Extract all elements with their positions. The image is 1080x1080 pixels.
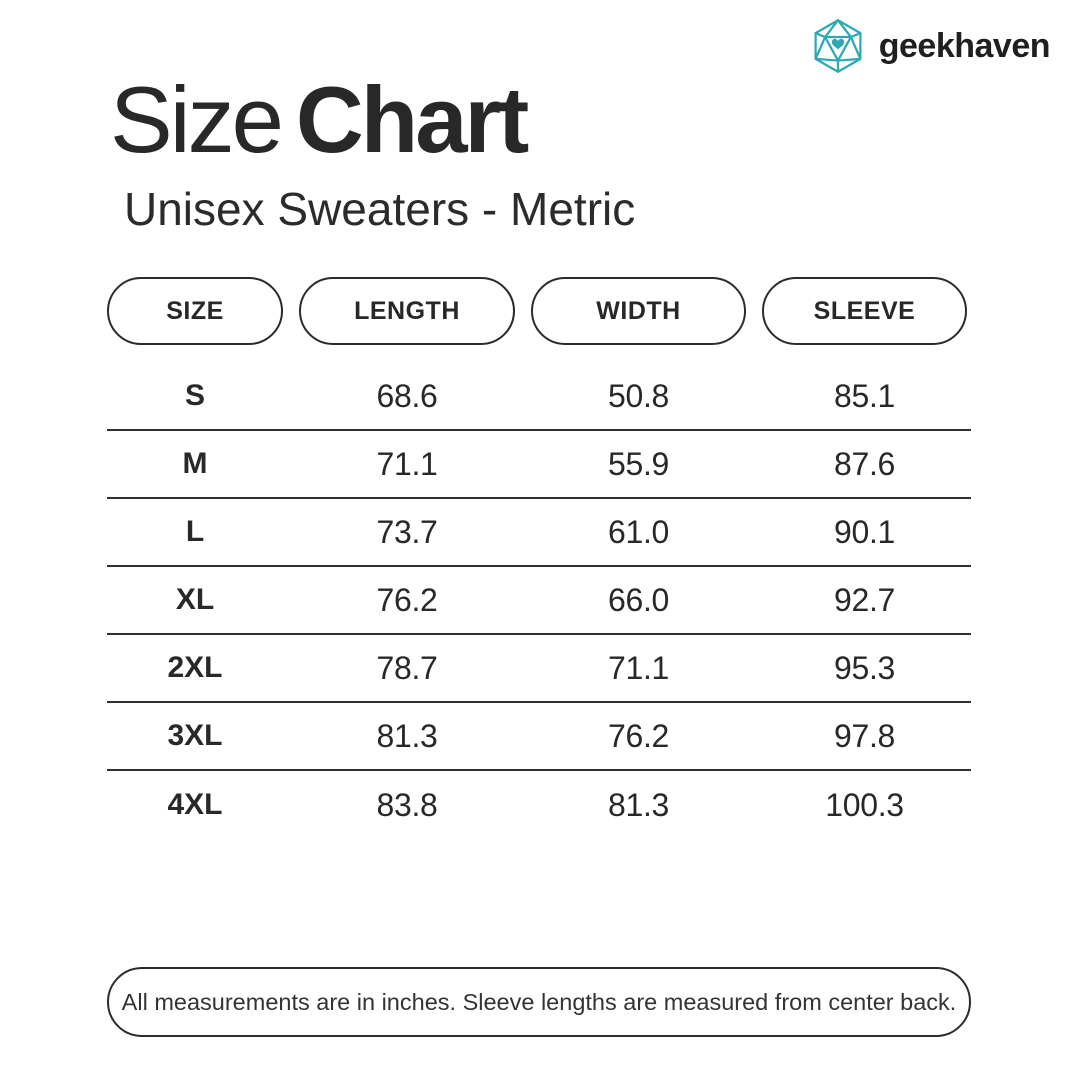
column-header-size: SIZE [107, 277, 283, 345]
length-cell: 81.3 [376, 717, 438, 754]
table-header-row: SIZE LENGTH WIDTH SLEEVE [107, 277, 971, 345]
size-cell: L [185, 515, 205, 548]
size-cell: 3XL [167, 719, 223, 752]
width-cell: 50.8 [607, 377, 670, 414]
sleeve-cell: 95.3 [833, 649, 896, 686]
sleeve-cell: 97.8 [833, 717, 896, 754]
measurement-note-text: All measurements are in inches. Sleeve l… [121, 988, 957, 1015]
sleeve-cell: 87.6 [833, 445, 896, 482]
brand-logo: geekhaven [810, 16, 1051, 76]
length-cell: 68.6 [376, 377, 438, 414]
page-title-regular: Size [110, 67, 284, 172]
size-table: SIZE LENGTH WIDTH SLEEVE S 68.6 50.8 85.… [107, 277, 971, 839]
sleeve-cell: 90.1 [833, 513, 896, 550]
width-cell: 66.0 [607, 581, 670, 618]
sleeve-cell: 100.3 [825, 786, 904, 823]
length-cell: 78.7 [376, 649, 438, 686]
table-body: S 68.6 50.8 85.1 M 71.1 55.9 87.6 L 73.7… [107, 363, 971, 839]
table-row: 2XL 78.7 71.1 95.3 [107, 635, 971, 703]
length-cell: 73.7 [376, 513, 438, 550]
size-cell: M [182, 447, 208, 480]
width-cell: 61.0 [607, 513, 670, 550]
table-row: L 73.7 61.0 90.1 [107, 499, 971, 567]
brand-name: geekhaven [878, 26, 1051, 65]
page-subtitle: Unisex Sweaters - Metric [124, 182, 636, 235]
length-cell: 71.1 [376, 445, 438, 482]
width-cell: 55.9 [607, 445, 670, 482]
table-row: M 71.1 55.9 87.6 [107, 431, 971, 499]
size-cell: S [184, 379, 205, 412]
column-header-length: LENGTH [299, 277, 515, 345]
size-cell: XL [175, 583, 215, 616]
width-cell: 76.2 [607, 717, 670, 754]
page-title: Size Chart [110, 72, 635, 168]
width-cell: 71.1 [607, 649, 670, 686]
size-cell: 4XL [167, 788, 223, 821]
width-cell: 81.3 [607, 786, 670, 823]
d20-heart-icon [814, 19, 862, 73]
table-row: S 68.6 50.8 85.1 [107, 363, 971, 431]
measurement-note: All measurements are in inches. Sleeve l… [107, 967, 971, 1037]
sleeve-cell: 92.7 [833, 581, 896, 618]
table-row: 4XL 83.8 81.3 100.3 [107, 771, 971, 839]
table-row: 3XL 81.3 76.2 97.8 [107, 703, 971, 771]
sleeve-cell: 85.1 [833, 377, 896, 414]
column-header-sleeve: SLEEVE [762, 277, 967, 345]
page-title-bold: Chart [295, 67, 529, 172]
size-cell: 2XL [167, 651, 223, 684]
length-cell: 83.8 [376, 786, 438, 823]
column-header-width: WIDTH [531, 277, 746, 345]
table-row: XL 76.2 66.0 92.7 [107, 567, 971, 635]
length-cell: 76.2 [376, 581, 438, 618]
